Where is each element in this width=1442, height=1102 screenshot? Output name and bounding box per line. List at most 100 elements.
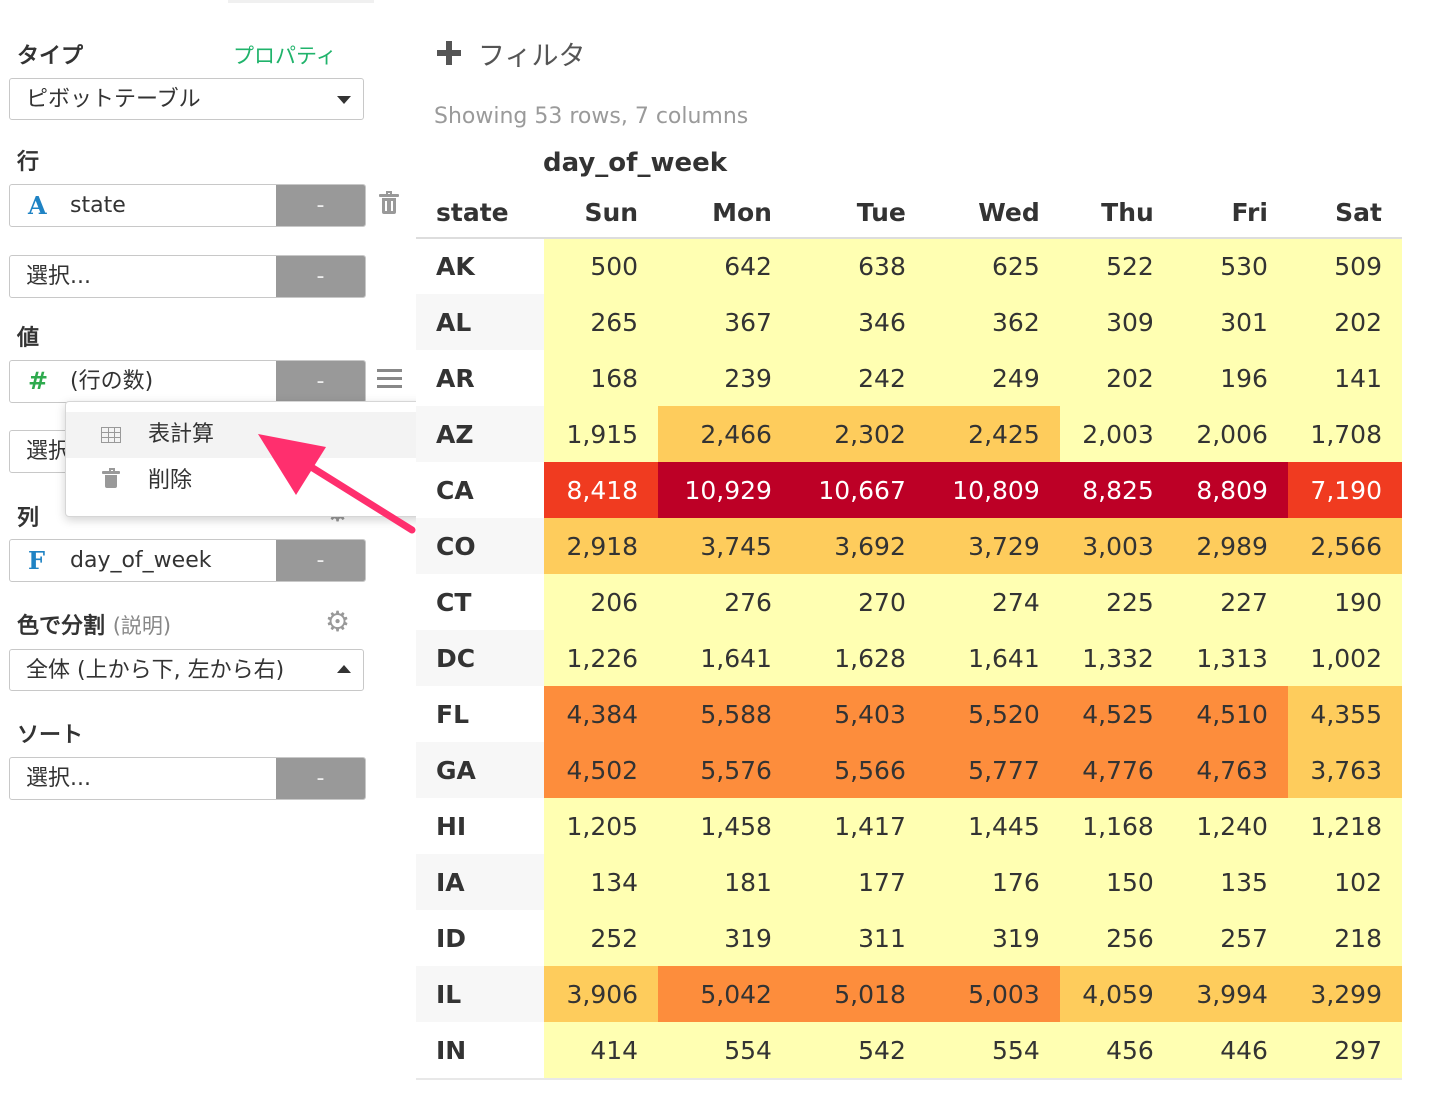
table-cell: 4,355	[1287, 686, 1402, 742]
chart-type-value: ピボットテーブル	[26, 87, 201, 112]
table-cell: 4,525	[1059, 686, 1174, 742]
type-label: タイプ	[17, 44, 84, 69]
table-cell: 1,240	[1173, 798, 1288, 854]
table-cell: 181	[658, 854, 792, 910]
table-cell: 642	[658, 238, 792, 294]
table-cell: 414	[544, 1022, 659, 1078]
table-cell: 239	[658, 350, 792, 406]
table-cell: 319	[658, 910, 792, 966]
menu-item-delete[interactable]: 削除	[66, 458, 423, 504]
factor-type-icon: F	[28, 546, 46, 575]
table-cell: 3,692	[791, 518, 926, 574]
table-cell: 309	[1059, 294, 1174, 350]
table-cell: 102	[1287, 854, 1402, 910]
column-field-remove-button[interactable]: -	[276, 540, 365, 581]
table-cell: 1,226	[544, 630, 659, 686]
table-row: DC 1,226 1,641 1,628 1,641 1,332 1,313 1,002	[416, 630, 1402, 686]
chart-type-select[interactable]: ピボットテーブル	[9, 78, 364, 120]
table-cell: 4,059	[1059, 966, 1174, 1022]
row-label: CA	[416, 462, 544, 518]
table-row: CT 206 276 270 274 225 227 190	[416, 574, 1402, 630]
table-cell: 274	[925, 574, 1060, 630]
table-cell: 5,566	[791, 742, 926, 798]
table-row: ID 252 319 311 319 256 257 218	[416, 910, 1402, 966]
trash-icon[interactable]	[379, 191, 399, 214]
table-cell: 176	[925, 854, 1060, 910]
table-cell: 218	[1287, 910, 1402, 966]
gear-icon[interactable]: ⚙	[325, 605, 351, 638]
table-cell: 225	[1059, 574, 1174, 630]
row-label: IN	[416, 1022, 544, 1078]
column-header-tue: Tue	[791, 188, 926, 239]
table-cell: 2,302	[791, 406, 926, 462]
row-label: AK	[416, 238, 544, 294]
row-field-header: state	[416, 188, 544, 239]
table-cell: 150	[1059, 854, 1174, 910]
row-field-state[interactable]: A state -	[9, 184, 366, 227]
filter-button[interactable]: フィルタ	[478, 41, 586, 72]
top-tab-indicator	[228, 0, 374, 3]
table-cell: 5,003	[925, 966, 1060, 1022]
hamburger-menu-icon[interactable]	[377, 369, 402, 389]
table-row: HI 1,205 1,458 1,417 1,445 1,168 1,240 1,218	[416, 798, 1402, 854]
sort-remove-button[interactable]: -	[276, 758, 365, 799]
row-label: IA	[416, 854, 544, 910]
table-cell: 227	[1173, 574, 1288, 630]
table-row: AL 265 367 346 362 309 301 202	[416, 294, 1402, 350]
color-split-select[interactable]: 全体 (上から下, 左から右)	[9, 649, 364, 691]
column-field-name: day_of_week	[70, 548, 212, 573]
value-field-remove-button[interactable]: -	[276, 361, 365, 402]
table-cell: 3,299	[1287, 966, 1402, 1022]
value-options-dropdown: 表計算 削除	[65, 401, 424, 517]
color-split-title: 色で分割	[17, 614, 106, 639]
table-cell: 177	[791, 854, 926, 910]
value-field-row-count[interactable]: # (行の数) -	[9, 360, 366, 403]
table-cell: 5,018	[791, 966, 926, 1022]
table-cell: 3,745	[658, 518, 792, 574]
table-row: IN 414 554 542 554 456 446 297	[416, 1022, 1402, 1078]
row-label: HI	[416, 798, 544, 854]
table-cell: 1,708	[1287, 406, 1402, 462]
table-cell: 554	[658, 1022, 792, 1078]
table-cell: 500	[544, 238, 659, 294]
color-split-help-link[interactable]: (説明)	[112, 614, 172, 638]
table-cell: 297	[1287, 1022, 1402, 1078]
text-type-icon: A	[28, 191, 47, 220]
table-cell: 1,458	[658, 798, 792, 854]
row-label: ID	[416, 910, 544, 966]
row-empty-remove-button[interactable]: -	[276, 256, 365, 297]
table-header-row: state Sun Mon Tue Wed Thu Fri Sat	[416, 188, 1402, 239]
table-cell: 2,003	[1059, 406, 1174, 462]
table-cell: 2,006	[1173, 406, 1288, 462]
row-label: AR	[416, 350, 544, 406]
table-body: AK 500 642 638 625 522 530 509 AL 265 367 346 362 309…	[416, 238, 1402, 1078]
table-cell: 542	[791, 1022, 926, 1078]
table-cell: 2,989	[1173, 518, 1288, 574]
table-cell: 4,384	[544, 686, 659, 742]
table-cell: 362	[925, 294, 1060, 350]
table-row: CA 8,418 10,929 10,667 10,809 8,825 8,809 7,190	[416, 462, 1402, 518]
table-row: CO 2,918 3,745 3,692 3,729 3,003 2,989 2,566	[416, 518, 1402, 574]
table-cell: 8,825	[1059, 462, 1174, 518]
table-cell: 509	[1287, 238, 1402, 294]
column-header-wed: Wed	[925, 188, 1060, 239]
row-field-empty[interactable]: 選択... -	[9, 255, 366, 298]
row-field-remove-button[interactable]: -	[276, 185, 365, 226]
sort-field-empty[interactable]: 選択... -	[9, 757, 366, 800]
row-label: AL	[416, 294, 544, 350]
table-cell: 1,002	[1287, 630, 1402, 686]
table-cell: 2,566	[1287, 518, 1402, 574]
table-cell: 10,929	[658, 462, 792, 518]
table-cell: 135	[1173, 854, 1288, 910]
plus-icon[interactable]	[437, 41, 461, 65]
row-select-placeholder: 選択...	[26, 264, 91, 289]
table-cell: 202	[1287, 294, 1402, 350]
menu-item-table-calculation[interactable]: 表計算	[66, 412, 423, 458]
row-label: CT	[416, 574, 544, 630]
property-link[interactable]: プロパティ	[233, 44, 337, 68]
column-field-day-of-week[interactable]: F day_of_week -	[9, 539, 366, 582]
menu-item-label: 削除	[148, 468, 193, 493]
table-cell: 202	[1059, 350, 1174, 406]
table-cell: 10,667	[791, 462, 926, 518]
table-cell: 554	[925, 1022, 1060, 1078]
